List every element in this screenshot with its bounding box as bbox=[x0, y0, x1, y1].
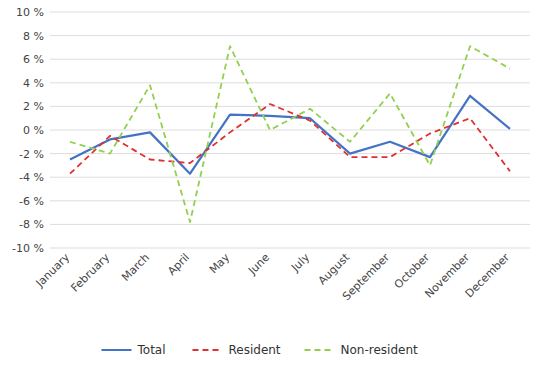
x-tick-label: March bbox=[119, 251, 152, 284]
x-tick-label: January bbox=[33, 251, 73, 291]
grid-line bbox=[50, 248, 530, 249]
y-tick-label: 4 % bbox=[23, 77, 44, 90]
y-tick-label: -6 % bbox=[19, 195, 44, 208]
x-tick-label: September bbox=[340, 251, 393, 304]
chart: -10 % -8 % -6 % -4 % -2 % 0 % 2 % 4 % 6 % 8 % 10 %… bbox=[0, 0, 546, 376]
x-tick-label: August bbox=[316, 250, 353, 287]
x-tick-label: June bbox=[245, 251, 272, 278]
legend: Total Resident Non-resident bbox=[102, 343, 418, 357]
y-tick-label: -10 % bbox=[12, 242, 44, 255]
grid-line bbox=[50, 35, 530, 36]
grid-line bbox=[50, 177, 530, 178]
y-tick-label: 10 % bbox=[16, 6, 44, 19]
legend-label: Non-resident bbox=[341, 343, 418, 357]
x-axis: JanuaryFebruaryMarch April May June JulyAugu… bbox=[33, 250, 513, 303]
legend-label: Resident bbox=[229, 343, 281, 357]
grid-line bbox=[50, 106, 530, 107]
x-tick-label: October bbox=[392, 251, 433, 292]
grid-line bbox=[50, 200, 530, 201]
y-tick-label: 8 % bbox=[23, 30, 44, 43]
series-line bbox=[70, 104, 510, 174]
legend-swatch bbox=[305, 349, 335, 351]
legend-label: Total bbox=[137, 343, 166, 357]
y-tick-label: 0 % bbox=[23, 124, 44, 137]
grid-line bbox=[50, 12, 530, 13]
y-tick-label: -8 % bbox=[19, 218, 44, 231]
grid-line bbox=[50, 153, 530, 154]
y-axis: -10 % -8 % -6 % -4 % -2 % 0 % 2 % 4 % 6 % 8 % 10 % bbox=[12, 6, 530, 255]
x-tick-label: April bbox=[165, 251, 192, 278]
x-tick-label: July bbox=[288, 251, 312, 275]
legend-swatch bbox=[193, 349, 223, 351]
legend-swatch bbox=[102, 349, 132, 351]
grid-line bbox=[50, 59, 530, 60]
series-line bbox=[70, 46, 510, 222]
y-tick-label: -2 % bbox=[19, 148, 44, 161]
grid-line bbox=[50, 224, 530, 225]
plot-area bbox=[70, 46, 510, 222]
x-tick-label: February bbox=[68, 251, 112, 295]
y-tick-label: 2 % bbox=[23, 100, 44, 113]
x-tick-label: May bbox=[207, 251, 233, 277]
x-tick-label: December bbox=[463, 251, 513, 301]
y-tick-label: -4 % bbox=[19, 171, 44, 184]
grid-line bbox=[50, 130, 530, 131]
y-tick-label: 6 % bbox=[23, 53, 44, 66]
